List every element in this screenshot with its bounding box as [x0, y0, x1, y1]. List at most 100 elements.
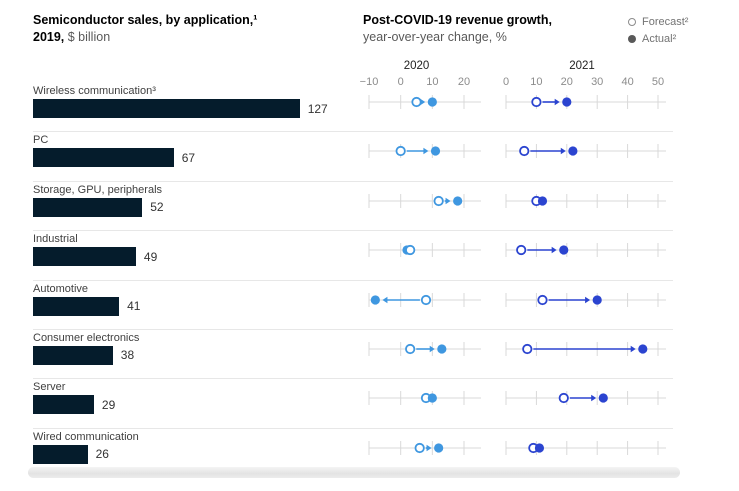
sales-bar	[33, 395, 94, 415]
legend: Forecast² Actual²	[628, 13, 688, 47]
growth-panel-2020	[368, 95, 481, 109]
sales-value: 52	[150, 200, 164, 215]
growth-panel-2021	[505, 440, 666, 455]
arrowhead-icon	[560, 148, 566, 155]
axis-tick-label: 10	[426, 76, 439, 88]
axis-year-label: 2020	[403, 60, 430, 72]
actual-marker	[592, 294, 602, 305]
forecast-marker	[558, 393, 569, 404]
arrowhead-icon	[420, 98, 426, 106]
forecast-marker	[433, 195, 444, 206]
category-label: Automotive	[33, 282, 89, 295]
axis-tick-label: −10	[359, 76, 379, 88]
axis-tick-label: 20	[560, 76, 573, 88]
category-row: Wired communication 26	[33, 429, 673, 477]
actual-filled-circle-icon	[628, 34, 636, 43]
axis-tick-label: 30	[591, 76, 604, 88]
category-row: Wireless communication³ 127	[33, 83, 673, 133]
left-chart-subtitle-year: 2019,	[33, 30, 65, 44]
actual-marker	[434, 443, 444, 453]
arrowhead-icon	[429, 345, 435, 353]
forecast-marker	[531, 96, 542, 108]
sales-value: 41	[127, 299, 141, 314]
left-chart-title: Semiconductor sales, by application,¹	[33, 13, 258, 27]
forecast-marker	[420, 294, 432, 305]
axis-tick-label: 50	[651, 76, 665, 88]
category-row: Server 29	[33, 379, 673, 429]
forecast-marker	[405, 343, 416, 355]
forecast-marker	[519, 146, 530, 157]
growth-panel-2020	[368, 193, 481, 208]
actual-marker	[427, 97, 437, 107]
growth-panel-2021	[505, 95, 666, 109]
actual-marker	[562, 97, 572, 107]
axis-tick-label: 20	[457, 76, 471, 88]
category-label: Server	[33, 381, 66, 394]
growth-panel-2020	[368, 391, 481, 406]
horizontal-scrollbar-thumb[interactable]	[28, 467, 680, 478]
actual-marker	[453, 196, 463, 206]
growth-panel-2021	[505, 292, 666, 307]
actual-marker	[568, 146, 578, 156]
sales-value: 127	[307, 101, 328, 116]
arrowhead-icon	[423, 148, 429, 155]
actual-marker	[437, 344, 447, 354]
axis-header: 2020 −10 0 10 20 2021 0 10 20 30 40 50	[33, 60, 693, 92]
growth-panel-2021	[505, 243, 666, 258]
forecast-marker	[395, 146, 406, 157]
legend-item-actual: Actual²	[628, 30, 688, 47]
growth-panel-2020	[368, 144, 481, 159]
growth-panel-2020	[368, 292, 481, 307]
actual-marker	[537, 196, 548, 206]
sales-value: 29	[101, 397, 116, 412]
actual-marker	[430, 146, 441, 156]
category-row: PC 67	[33, 132, 673, 182]
forecast-marker	[411, 96, 422, 108]
category-label: Wired communication	[33, 430, 139, 443]
axis-tick-label: 40	[621, 76, 634, 88]
category-row: Industrial 49	[33, 231, 673, 281]
forecast-marker	[414, 442, 425, 453]
right-chart-subtitle: year-over-year change, %	[363, 30, 507, 44]
actual-marker	[638, 344, 648, 354]
arrowhead-icon	[382, 296, 388, 303]
right-chart-title: Post-COVID-19 revenue growth,	[363, 13, 552, 27]
forecast-legend-label: Forecast²	[642, 15, 689, 28]
growth-panel-2020	[368, 243, 481, 258]
sales-value: 38	[120, 348, 135, 363]
sales-bar	[33, 99, 300, 118]
category-label: Wireless communication³	[33, 85, 156, 97]
forecast-marker	[405, 245, 416, 256]
category-label: Industrial	[33, 233, 78, 246]
left-chart-subtitle: 2019, $ billion	[33, 29, 257, 46]
forecast-marker	[516, 245, 527, 256]
axis-tick-label: 0	[397, 76, 404, 88]
forecast-marker	[522, 343, 533, 355]
actual-marker	[534, 443, 545, 453]
arrowhead-icon	[591, 395, 597, 402]
sales-value: 26	[95, 447, 109, 462]
arrowhead-icon	[551, 246, 557, 254]
sales-bar	[33, 444, 88, 464]
actual-legend-label: Actual²	[642, 32, 677, 45]
category-label: Consumer electronics	[33, 331, 140, 344]
axis-tick-label: 10	[530, 76, 543, 88]
left-chart-subtitle-unit: $ billion	[64, 30, 111, 44]
category-row: Automotive 41	[33, 281, 673, 330]
category-row: Consumer electronics 38	[33, 330, 673, 380]
sales-bar	[33, 345, 113, 365]
growth-panel-2021	[505, 391, 666, 406]
axis-tick-label: 0	[502, 76, 510, 88]
category-label: PC	[33, 134, 49, 147]
category-row: Storage, GPU, peripherals 52	[33, 182, 673, 232]
arrowhead-icon	[585, 296, 591, 303]
arrowhead-icon	[445, 197, 451, 204]
actual-marker	[559, 245, 569, 255]
sales-value: 67	[181, 150, 196, 165]
legend-item-forecast: Forecast²	[628, 13, 688, 30]
actual-marker	[598, 393, 608, 403]
sales-bar	[33, 247, 136, 267]
right-chart-header: Post-COVID-19 revenue growth, year-over-…	[363, 12, 552, 46]
axis-year-label: 2021	[569, 60, 595, 72]
